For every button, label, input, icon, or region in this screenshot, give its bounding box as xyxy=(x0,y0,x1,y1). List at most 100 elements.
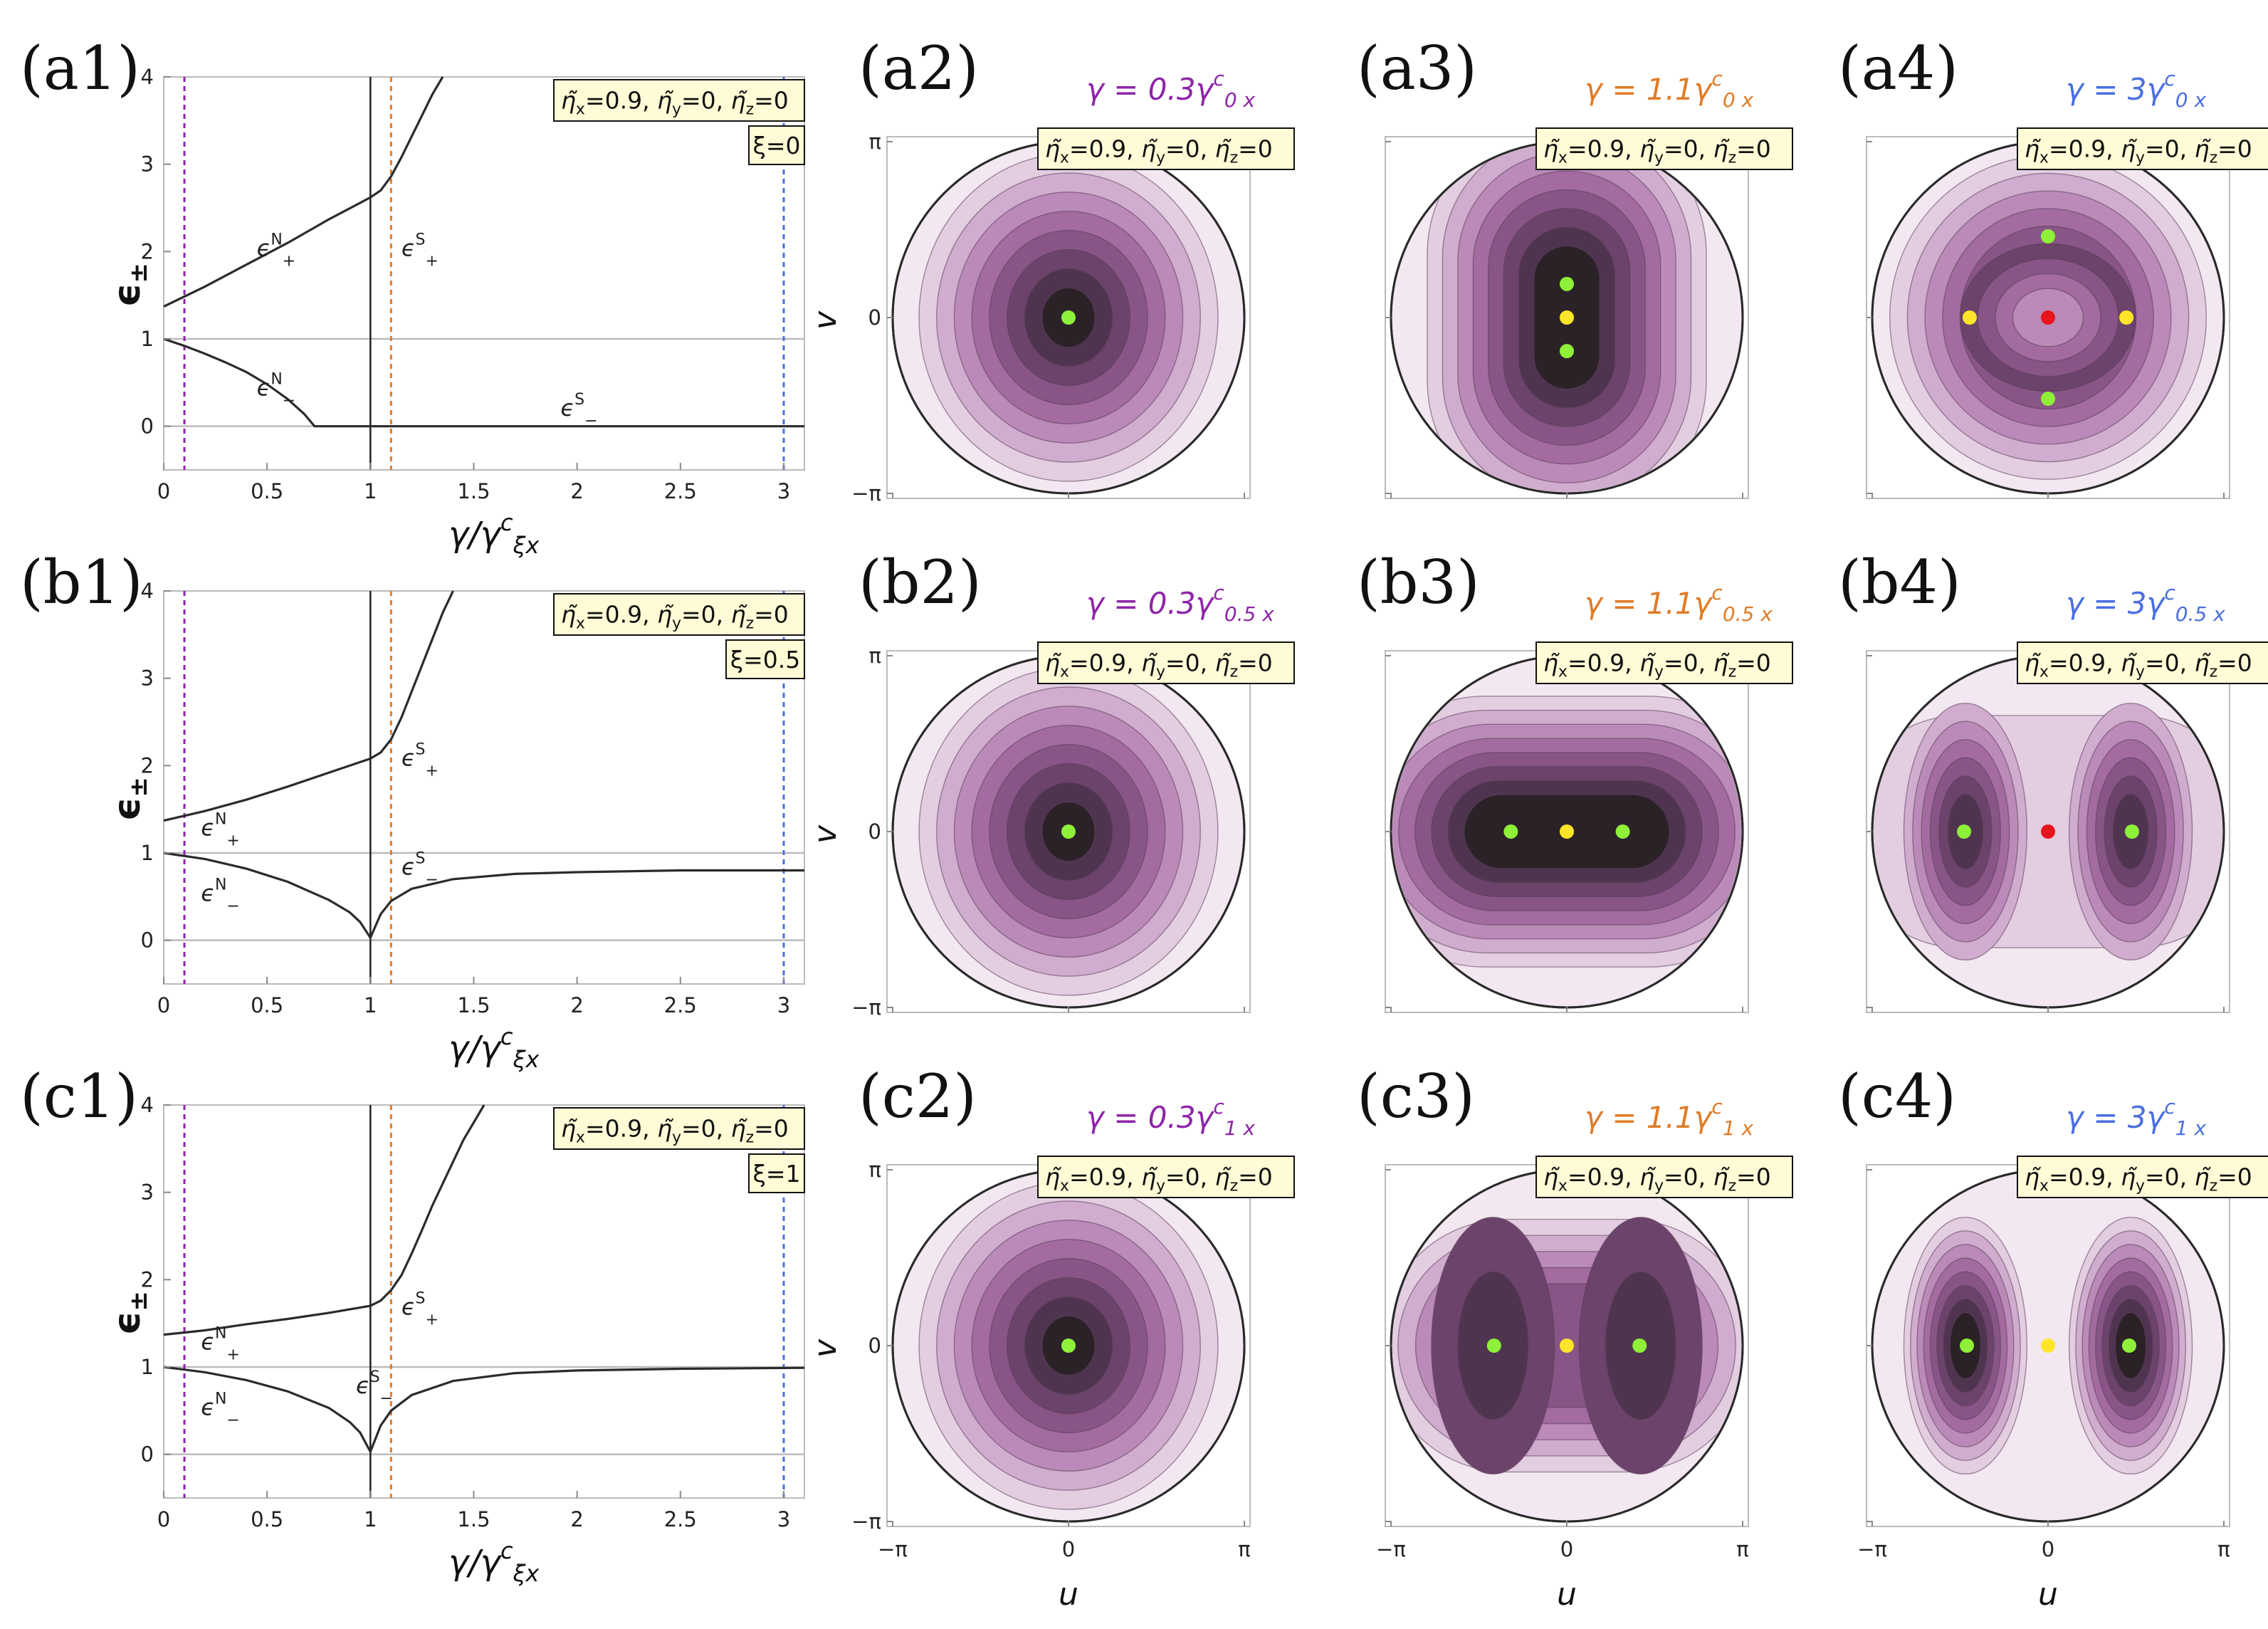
xlabel-main: γ/γ xyxy=(448,1543,503,1583)
xi-annotation: ξ=0.5 xyxy=(725,639,805,679)
subscript: x xyxy=(1060,664,1069,681)
curve-subscript: + xyxy=(426,1311,439,1329)
param-annotation: η̃x=0.9, η̃y=0, η̃z=0 xyxy=(1535,641,1793,684)
y-tick-label: 3 xyxy=(141,666,154,691)
x-axis-label: γ/γcξx xyxy=(448,1023,540,1073)
y-tick-label: 0 xyxy=(141,928,154,953)
eta-z-symbol: η̃ xyxy=(1215,135,1232,163)
x-tick-label: 1 xyxy=(364,993,377,1017)
eta-z-symbol: η̃ xyxy=(1713,1163,1731,1191)
eta-y-symbol: η̃ xyxy=(1639,1163,1657,1191)
curve-symbol: ϵ xyxy=(201,1393,215,1420)
contour-plot-a2: (a2) γ = 0.3γc0 xη̃x=0.9, η̃y=0, η̃z=0π0−… xyxy=(807,33,1295,506)
curve-symbol: ϵ xyxy=(401,854,416,881)
gamma-title: γ = 1.1γ xyxy=(1585,72,1713,107)
gamma-superscript: c xyxy=(1213,67,1224,90)
eta-x-symbol: η̃ xyxy=(2025,1163,2042,1191)
y-tick-label: 1 xyxy=(141,327,154,351)
gamma-subscript: 1 x xyxy=(1224,1116,1256,1140)
eta-z-value: =0 xyxy=(2217,649,2252,677)
curve-superscript: N xyxy=(215,1324,226,1342)
curve-superscript: N xyxy=(271,231,282,248)
subscript: y xyxy=(672,101,681,119)
eta-x-symbol: η̃ xyxy=(1045,1163,1062,1191)
eta-z-value: =0 xyxy=(1736,135,1771,163)
x-tick-label: 3 xyxy=(777,993,790,1017)
eta-z-symbol: η̃ xyxy=(2195,649,2212,677)
subscript: x xyxy=(1558,664,1568,681)
panel-title: γ = 1.1γc1 x xyxy=(1585,1095,1754,1140)
panel-label: (b1) xyxy=(20,548,143,617)
eta-x-value: =0.9, xyxy=(1568,1163,1639,1191)
eta-x-value: =0.9, xyxy=(585,601,657,629)
eta-y-symbol: η̃ xyxy=(1639,649,1657,677)
subscript: x xyxy=(576,615,585,633)
eta-y-symbol: η̃ xyxy=(1141,1163,1158,1191)
panel-label: (b3) xyxy=(1357,548,1480,617)
param-text: η̃x=0.9, η̃y=0, η̃z=0 xyxy=(1045,649,1273,681)
curve-label: ϵN− xyxy=(201,1390,240,1429)
curve-subscript: − xyxy=(380,1390,393,1408)
curve-label: ϵN− xyxy=(257,371,296,410)
param-annotation: η̃x=0.9, η̃y=0, η̃z=0 xyxy=(553,1107,805,1150)
curve-superscript: S xyxy=(416,740,426,758)
y-tick-label: π xyxy=(869,1158,881,1182)
y-tick-label: 4 xyxy=(141,579,154,603)
critical-point-min xyxy=(1486,1339,1501,1353)
param-annotation: η̃x=0.9, η̃y=0, η̃z=0 xyxy=(1535,1156,1793,1198)
subscript: z xyxy=(746,1129,755,1147)
x-tick-label: 0 xyxy=(2042,1537,2054,1561)
panel-label: (c3) xyxy=(1357,1062,1475,1131)
subscript: x xyxy=(576,101,585,119)
panel-label: (b2) xyxy=(859,548,982,617)
contour-plot-b3: (b3) γ = 1.1γc0.5 xη̃x=0.9, η̃y=0, η̃z=0 xyxy=(1357,548,1793,1013)
y-tick-label: −π xyxy=(851,995,881,1020)
gamma-superscript: c xyxy=(1213,581,1224,604)
x-tick-label: 0.5 xyxy=(251,993,283,1017)
param-box xyxy=(1037,1156,1295,1198)
x-tick-label: 2 xyxy=(570,993,583,1017)
eta-x-value: =0.9, xyxy=(1069,649,1141,677)
critical-point-saddle xyxy=(1962,310,1977,325)
eta-x-value: =0.9, xyxy=(1568,649,1639,677)
curve-subscript: + xyxy=(283,252,295,270)
x-tick-label: π xyxy=(1238,1537,1250,1561)
critical-point-min xyxy=(1061,1339,1076,1353)
x-axis-label: u xyxy=(1059,1576,1078,1613)
eta-x-value: =0.9, xyxy=(1069,135,1141,163)
y-tick-label: 2 xyxy=(141,1267,154,1292)
critical-point-max xyxy=(2041,310,2055,325)
panel-label: (c1) xyxy=(20,1062,138,1131)
subscript: z xyxy=(746,615,755,633)
x-tick-label: 3 xyxy=(777,479,790,503)
xi-box xyxy=(748,125,805,165)
eta-z-value: =0 xyxy=(1736,649,1771,677)
subscript: y xyxy=(1654,150,1664,167)
curve-superscript: S xyxy=(574,391,584,409)
panel-title: γ = 1.1γc0 x xyxy=(1585,67,1754,112)
xi-annotation: ξ=0 xyxy=(748,125,805,165)
param-box xyxy=(553,593,805,636)
xlabel-sup: c xyxy=(500,1537,513,1564)
curve-label: ϵN+ xyxy=(201,810,240,849)
x-tick-label: 2.5 xyxy=(664,993,697,1017)
panel-label: (c4) xyxy=(1838,1062,1956,1131)
param-box xyxy=(1535,1156,1793,1198)
critical-point-min xyxy=(1061,824,1076,839)
panel-label: (b4) xyxy=(1838,548,1961,617)
gamma-title: γ = 0.3γ xyxy=(1086,586,1215,621)
gamma-subscript: 1 x xyxy=(2175,1116,2207,1140)
critical-point-min xyxy=(1957,824,1972,839)
subscript: z xyxy=(1728,1178,1737,1195)
gamma-superscript: c xyxy=(1711,1095,1723,1119)
eta-z-symbol: η̃ xyxy=(731,87,748,115)
subscript: z xyxy=(1230,1178,1239,1195)
y-tick-label: −π xyxy=(851,481,881,506)
curve-label: ϵS− xyxy=(356,1368,393,1408)
param-annotation: η̃x=0.9, η̃y=0, η̃z=0 xyxy=(553,593,805,636)
curve-label: ϵS+ xyxy=(401,740,439,780)
y-axis-label: v xyxy=(807,824,844,844)
gamma-superscript: c xyxy=(1213,1095,1224,1119)
xi-label: ξ=0.5 xyxy=(730,646,801,674)
contour-plot-c4: (c4) γ = 3γc1 xη̃x=0.9, η̃y=0, η̃z=0−π 0 πu xyxy=(1838,1062,2268,1613)
